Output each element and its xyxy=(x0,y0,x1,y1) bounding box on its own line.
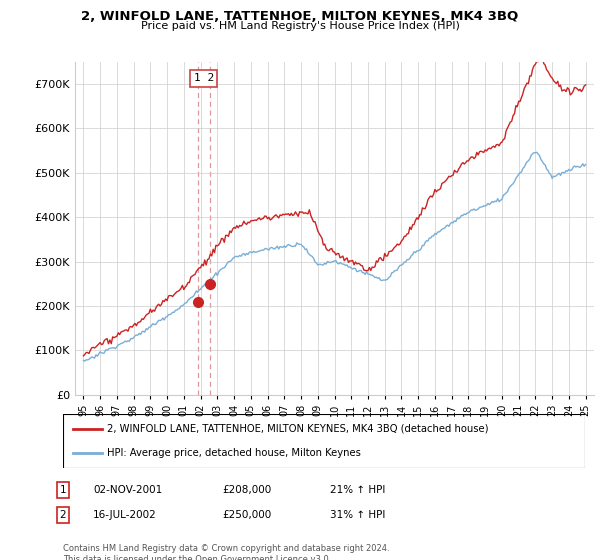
Text: Price paid vs. HM Land Registry's House Price Index (HPI): Price paid vs. HM Land Registry's House … xyxy=(140,21,460,31)
Text: 31% ↑ HPI: 31% ↑ HPI xyxy=(330,510,385,520)
Text: 2, WINFOLD LANE, TATTENHOE, MILTON KEYNES, MK4 3BQ: 2, WINFOLD LANE, TATTENHOE, MILTON KEYNE… xyxy=(82,10,518,23)
Text: 2: 2 xyxy=(59,510,67,520)
Text: £250,000: £250,000 xyxy=(222,510,271,520)
Text: 16-JUL-2002: 16-JUL-2002 xyxy=(93,510,157,520)
Text: 2, WINFOLD LANE, TATTENHOE, MILTON KEYNES, MK4 3BQ (detached house): 2, WINFOLD LANE, TATTENHOE, MILTON KEYNE… xyxy=(107,424,489,434)
Text: 02-NOV-2001: 02-NOV-2001 xyxy=(93,485,162,495)
Text: 1 2: 1 2 xyxy=(194,73,214,83)
Text: 1: 1 xyxy=(59,485,67,495)
Text: Contains HM Land Registry data © Crown copyright and database right 2024.
This d: Contains HM Land Registry data © Crown c… xyxy=(63,544,389,560)
Text: HPI: Average price, detached house, Milton Keynes: HPI: Average price, detached house, Milt… xyxy=(107,448,361,458)
Text: £208,000: £208,000 xyxy=(222,485,271,495)
Text: 21% ↑ HPI: 21% ↑ HPI xyxy=(330,485,385,495)
